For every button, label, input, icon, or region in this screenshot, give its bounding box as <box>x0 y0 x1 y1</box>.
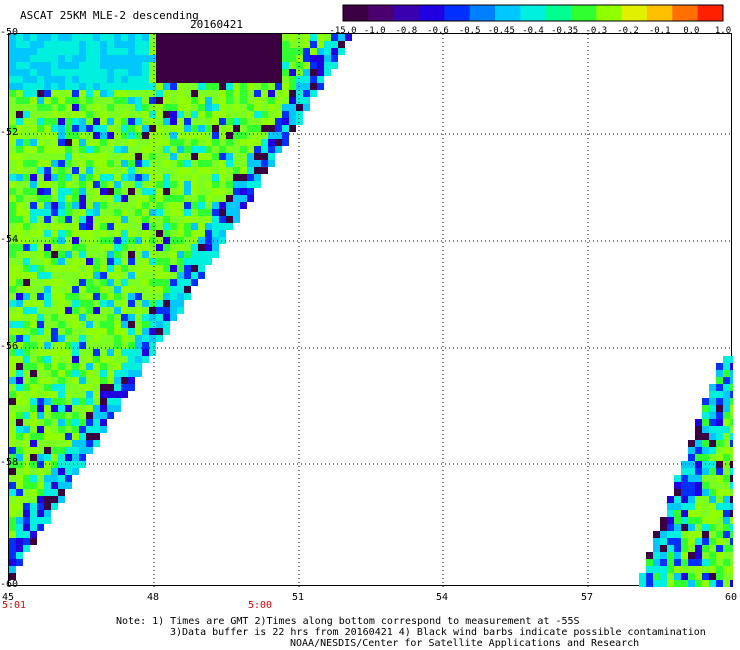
colorbar-cell <box>647 5 673 21</box>
colorbar-label: -0.5 <box>458 26 481 36</box>
colorbar-label: -0.8 <box>395 26 418 36</box>
x-tick-label: 48 <box>146 592 160 603</box>
note-line-1: Note: 1) Times are GMT 2)Times along bot… <box>116 616 580 627</box>
map-date: 20160421 <box>190 18 243 31</box>
time-label: 5:01 <box>2 600 27 611</box>
x-tick-label: 51 <box>291 592 305 603</box>
swath-east-region <box>639 356 733 587</box>
x-tick-label: 60 <box>724 592 738 603</box>
gridlines <box>9 34 733 587</box>
colorbar-cell <box>368 5 395 21</box>
colorbar-label: -0.3 <box>585 26 608 36</box>
colorbar-label: -0.4 <box>522 26 544 36</box>
swath-west-region <box>9 34 352 580</box>
y-tick-label: -52 <box>0 127 19 138</box>
colorbar-cell <box>545 5 572 21</box>
x-tick-label: 45 <box>1 592 15 603</box>
colorbar-label: -0.2 <box>617 26 639 36</box>
note-line-2: 3)Data buffer is 22 hrs from 20160421 4)… <box>170 627 706 638</box>
colorbar-label: -0.45 <box>487 26 515 36</box>
note-line-3: NOAA/NESDIS/Center for Satellite Applica… <box>290 638 640 649</box>
colorbar-cell <box>343 5 369 21</box>
colorbar-cell <box>393 5 420 21</box>
map-title: ASCAT 25KM MLE-2 descending <box>20 9 199 22</box>
colorbar-cell <box>621 5 648 21</box>
colorbar-cell <box>520 5 547 21</box>
colorbar-label: -0.6 <box>427 26 449 36</box>
colorbar-cell <box>495 5 521 21</box>
colorbar-cell <box>697 5 724 21</box>
y-tick-label: -60 <box>0 579 19 590</box>
colorbar-label: 0.0 <box>683 26 700 36</box>
colorbar-label: -0.35 <box>551 26 579 36</box>
colorbar <box>342 4 724 22</box>
x-tick-label: 57 <box>580 592 594 603</box>
colorbar-label: 1.0 <box>714 26 732 36</box>
colorbar-cell <box>419 5 445 21</box>
colorbar-cell <box>444 5 471 21</box>
y-tick-label: -58 <box>0 457 19 468</box>
colorbar-label: -15.0 <box>329 26 357 36</box>
colorbar-cell <box>571 5 597 21</box>
x-tick-label: 54 <box>435 592 449 603</box>
colorbar-cell <box>596 5 623 21</box>
colorbar-label: -0.1 <box>648 26 671 36</box>
colorbar-cell <box>469 5 496 21</box>
y-tick-label: -56 <box>0 341 19 352</box>
swath-map <box>8 33 733 587</box>
colorbar-label: -1.0 <box>363 26 386 36</box>
y-tick-label: -54 <box>0 234 19 245</box>
colorbar-cell <box>672 5 699 21</box>
time-label: 5:00 <box>248 600 273 611</box>
y-tick-label: -50 <box>0 27 19 38</box>
swath-plot <box>9 34 733 587</box>
